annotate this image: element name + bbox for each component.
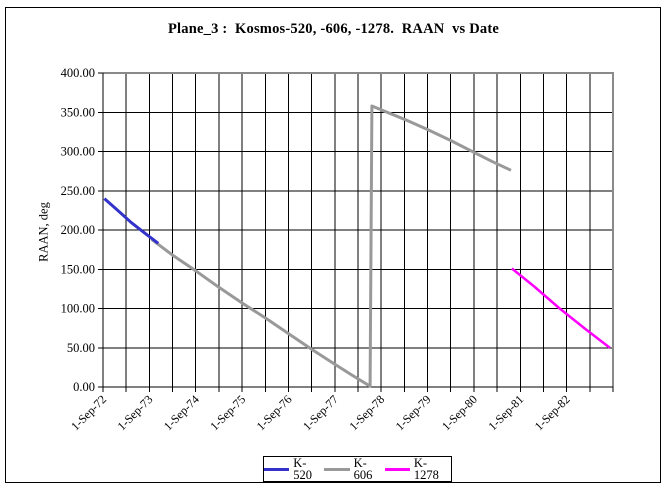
legend: K-520 K-606 K-1278 [263, 456, 452, 482]
legend-label: K-520 [293, 455, 313, 482]
axes [98, 72, 614, 392]
x-tick-label: 1-Sep-77 [300, 392, 341, 433]
x-tick-label: 1-Sep-75 [207, 392, 248, 433]
y-tick-label: 350.00 [61, 105, 95, 119]
x-tick-label: 1-Sep-81 [485, 392, 526, 433]
y-tick-labels: 0.00 50.00 100.00 150.00 200.00 250.00 300.00 3… [61, 66, 95, 394]
x-tick-labels: 1-Sep-72 1-Sep-73 1-Sep-74 1-Sep-75 1-Sep-76… [68, 392, 573, 433]
series-K-520 [103, 197, 160, 245]
y-tick-label: 50.00 [67, 341, 95, 355]
x-tick-label: 1-Sep-80 [439, 392, 480, 433]
y-tick-label: 100.00 [61, 302, 95, 316]
series-K-606 [150, 104, 512, 388]
legend-item-k-606: K-606 [324, 455, 384, 482]
y-tick-label: 300.00 [61, 145, 95, 159]
x-tick-label: 1-Sep-79 [393, 392, 434, 433]
legend-line-sample [384, 467, 410, 471]
y-tick-label: 0.00 [73, 380, 95, 394]
legend-label: K-606 [353, 455, 373, 482]
legend-item-k-520: K-520 [264, 455, 324, 482]
chart-outer-border [5, 7, 661, 483]
x-tick-label: 1-Sep-72 [68, 392, 109, 433]
y-tick-label: 400.00 [61, 66, 95, 80]
legend-line-sample [324, 467, 350, 471]
legend-item-k-1278: K-1278 [384, 455, 451, 482]
x-tick-label: 1-Sep-74 [161, 392, 202, 433]
y-tick-label: 250.00 [61, 184, 95, 198]
y-tick-label: 150.00 [61, 262, 95, 276]
chart-title: Plane_3 : Kosmos-520, -606, -1278. RAAN … [168, 21, 499, 37]
gridlines [103, 73, 613, 387]
plot-border [103, 72, 614, 387]
x-tick-label: 1-Sep-73 [114, 392, 155, 433]
y-tick-label: 200.00 [61, 223, 95, 237]
x-tick-label: 1-Sep-76 [254, 392, 295, 433]
x-tick-label: 1-Sep-78 [346, 392, 387, 433]
series-K-1278 [511, 267, 611, 349]
legend-label: K-1278 [413, 455, 439, 482]
legend-line-sample [264, 467, 290, 471]
x-tick-label: 1-Sep-82 [532, 392, 573, 433]
